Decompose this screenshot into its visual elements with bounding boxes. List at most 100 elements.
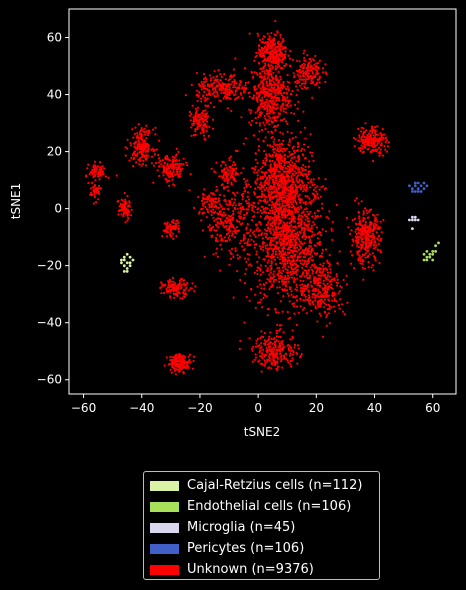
data-point <box>240 239 243 242</box>
data-point <box>179 175 182 178</box>
data-point <box>287 195 290 198</box>
data-point <box>295 186 298 189</box>
data-point <box>210 167 213 170</box>
data-point <box>286 165 290 168</box>
data-point <box>250 287 253 291</box>
data-point <box>219 218 222 221</box>
data-point <box>254 345 257 348</box>
data-point <box>225 239 228 243</box>
data-point <box>244 84 247 87</box>
data-point <box>95 190 98 193</box>
data-point <box>232 86 235 89</box>
data-point <box>214 198 217 201</box>
data-point <box>274 262 277 266</box>
data-point <box>364 227 367 230</box>
data-point <box>277 170 280 173</box>
data-point <box>259 38 262 42</box>
data-point <box>230 198 234 201</box>
data-point <box>202 202 205 205</box>
data-point <box>273 58 277 61</box>
data-point <box>275 209 278 213</box>
data-point <box>260 112 263 115</box>
data-point <box>134 126 137 129</box>
data-point <box>307 72 310 75</box>
data-point <box>282 289 285 292</box>
data-point <box>219 73 222 76</box>
data-point <box>196 126 199 129</box>
data-point <box>259 209 262 212</box>
data-point <box>241 96 244 99</box>
data-point <box>256 186 260 189</box>
data-point <box>320 293 323 296</box>
data-point <box>376 133 379 136</box>
data-point <box>266 113 269 116</box>
data-point <box>268 218 271 221</box>
data-point <box>267 102 270 105</box>
data-point <box>288 167 291 170</box>
data-point <box>234 198 237 201</box>
data-point <box>286 103 289 106</box>
data-point <box>267 115 270 118</box>
data-point <box>377 242 380 245</box>
data-point <box>281 202 284 205</box>
data-point <box>280 220 283 223</box>
data-point <box>272 53 275 56</box>
data-point <box>259 336 262 340</box>
data-point <box>286 85 289 88</box>
data-point <box>238 256 241 259</box>
data-point <box>201 114 204 117</box>
data-point <box>262 87 265 90</box>
data-point <box>276 60 279 64</box>
data-point <box>264 264 267 268</box>
data-point <box>265 92 268 95</box>
data-point <box>377 234 380 237</box>
data-point <box>296 79 299 83</box>
data-point <box>208 224 211 227</box>
data-point <box>215 252 218 255</box>
data-point <box>217 226 220 229</box>
data-point <box>319 263 322 266</box>
data-point <box>286 274 290 277</box>
data-point <box>286 179 289 182</box>
data-point <box>275 177 278 180</box>
data-point <box>316 237 320 240</box>
data-point <box>250 109 253 112</box>
data-point <box>372 227 375 230</box>
data-point <box>244 137 247 140</box>
data-point <box>282 193 285 196</box>
data-point <box>227 79 230 82</box>
data-point <box>218 210 221 213</box>
data-point <box>229 83 232 86</box>
data-point <box>271 217 274 220</box>
data-point <box>154 161 158 164</box>
data-point <box>314 253 317 256</box>
data-point <box>287 54 290 57</box>
data-point <box>314 244 317 247</box>
data-point <box>372 224 375 227</box>
data-point <box>281 239 284 242</box>
data-point <box>295 283 298 286</box>
data-point <box>198 91 201 94</box>
data-point <box>264 72 267 75</box>
data-point <box>144 131 147 134</box>
data-point <box>277 161 280 164</box>
data-point <box>297 224 300 228</box>
data-point <box>292 58 295 61</box>
data-point <box>263 114 266 118</box>
data-point <box>309 245 313 248</box>
data-point <box>291 217 294 220</box>
data-point <box>265 255 268 258</box>
data-point <box>175 289 178 293</box>
data-point <box>298 243 301 246</box>
data-point <box>283 208 286 211</box>
data-point <box>373 255 376 258</box>
data-point <box>308 274 312 277</box>
data-point <box>257 169 260 172</box>
data-point <box>282 185 285 188</box>
data-point <box>296 231 299 234</box>
data-point <box>256 174 259 177</box>
data-point <box>211 85 214 88</box>
data-point <box>252 97 255 100</box>
data-point <box>282 107 285 110</box>
data-point <box>288 300 291 303</box>
